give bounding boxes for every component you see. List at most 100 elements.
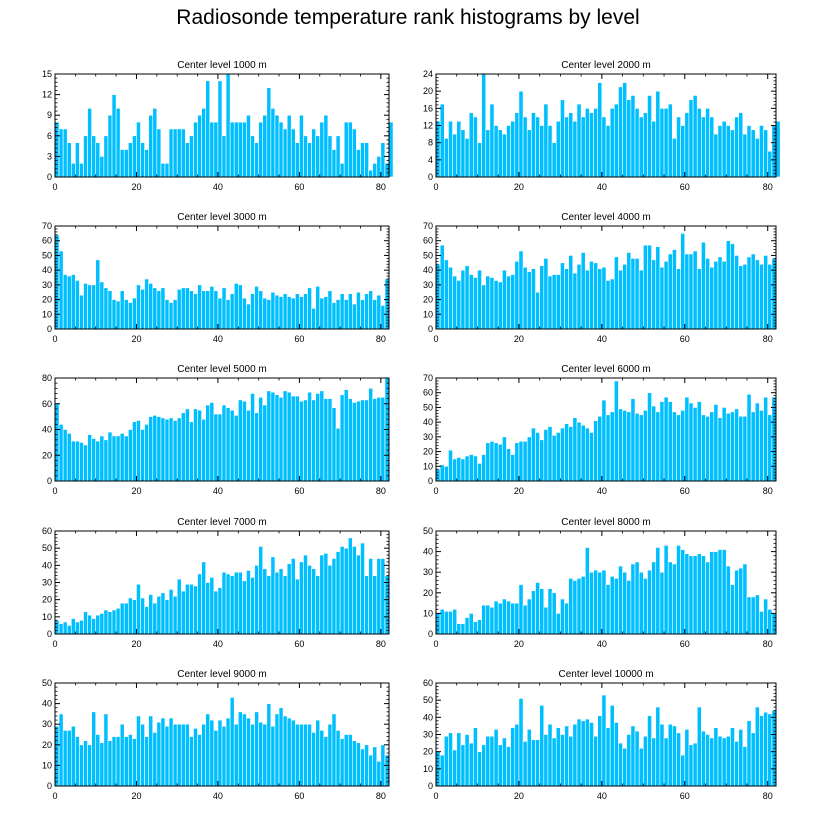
histogram-bar	[539, 588, 545, 635]
histogram-bar	[680, 754, 686, 787]
histogram-bar	[144, 278, 149, 330]
histogram-bar	[266, 703, 272, 787]
histogram-bar	[356, 742, 361, 787]
histogram-bar	[103, 439, 109, 482]
histogram-bar	[335, 551, 341, 635]
y-tick-label: 80	[42, 373, 52, 383]
histogram-bar	[128, 734, 133, 787]
histogram-bar	[347, 734, 353, 787]
histogram-bar	[713, 727, 719, 787]
histogram-bar	[518, 584, 524, 635]
histogram-bar	[278, 707, 284, 787]
histogram-bar	[172, 299, 178, 330]
histogram-bar	[270, 108, 276, 178]
histogram-bar	[278, 296, 284, 330]
y-tick-label: 60	[42, 399, 52, 409]
histogram-bar	[580, 116, 586, 178]
y-tick-label: 3	[47, 151, 52, 161]
histogram-bar	[647, 569, 652, 635]
histogram-bar	[185, 287, 190, 330]
histogram-bar	[282, 128, 288, 178]
y-tick-label: 0	[47, 324, 52, 334]
y-tick-label: 50	[42, 678, 52, 688]
panel-title: Center level 3000 m	[177, 212, 267, 223]
histogram-bar	[626, 580, 632, 635]
histogram-bar	[730, 584, 735, 635]
y-tick-label: 30	[42, 578, 52, 588]
histogram-bar	[364, 293, 369, 330]
histogram-bar	[717, 417, 723, 482]
histogram-bar	[717, 735, 723, 787]
histogram-bar	[638, 571, 644, 635]
histogram-bar	[229, 121, 235, 178]
histogram-bar	[701, 414, 706, 482]
histogram-bar	[634, 413, 640, 482]
histogram-bar	[79, 442, 84, 482]
histogram-bar	[221, 404, 227, 482]
histogram-bar	[335, 299, 341, 330]
y-tick-label: 0	[428, 781, 433, 791]
histogram-bar	[464, 617, 470, 635]
histogram-bar	[647, 95, 652, 178]
histogram-bar	[119, 290, 125, 330]
histogram-bar	[205, 290, 211, 330]
histogram-bar	[597, 571, 603, 635]
histogram-bar	[771, 613, 777, 635]
histogram-bar	[643, 244, 648, 330]
histogram-bar	[622, 82, 628, 178]
y-tick-label: 0	[47, 172, 52, 182]
histogram-bar	[148, 594, 154, 635]
histogram-bar	[560, 734, 565, 787]
histogram-bar	[70, 440, 76, 482]
histogram-bar	[290, 395, 296, 482]
histogram-bar	[160, 162, 166, 178]
histogram-bar	[692, 95, 698, 178]
y-tick-label: 8	[428, 138, 433, 148]
histogram-bar	[140, 429, 145, 482]
histogram-bar	[278, 121, 284, 178]
histogram-bar	[580, 576, 586, 635]
histogram-bar	[372, 299, 378, 330]
histogram-bar	[742, 133, 748, 178]
histogram-bar	[443, 465, 449, 482]
histogram-bar	[364, 744, 369, 787]
histogram-bar	[237, 711, 243, 787]
histogram-bar	[497, 744, 503, 787]
histogram-bar	[352, 303, 357, 330]
histogram-bar	[763, 711, 769, 787]
histogram-bar	[347, 121, 353, 178]
histogram-bar	[651, 737, 657, 787]
histogram-bar	[180, 128, 186, 178]
histogram-bar	[597, 415, 603, 482]
histogram-bar	[738, 415, 744, 482]
histogram-bar	[339, 738, 345, 787]
histogram-bar	[593, 420, 599, 482]
histogram-bar	[477, 269, 482, 330]
histogram-bar	[543, 258, 549, 330]
histogram-bar	[237, 399, 243, 482]
histogram-bar	[136, 121, 141, 178]
histogram-bar	[672, 563, 677, 635]
histogram-bar	[526, 729, 532, 787]
histogram-bar	[352, 740, 357, 787]
histogram-panel: Center level 6000 m 0 10 20 30 40 50 60 70 0 20 40 6…	[423, 364, 777, 496]
histogram-bar	[506, 275, 511, 330]
histogram-bar	[270, 725, 276, 787]
histogram-bar	[568, 255, 574, 330]
histogram-bar	[518, 90, 524, 178]
histogram-bar	[763, 598, 769, 635]
histogram-bar	[742, 563, 748, 635]
histogram-bar	[510, 274, 516, 330]
x-tick-label: 80	[376, 639, 386, 649]
histogram-panel: Center level 3000 m 0 10 20 30 40 50 60 70 0 20 40 6…	[42, 212, 390, 344]
histogram-bar	[286, 114, 292, 178]
histogram-bar	[111, 736, 117, 787]
histogram-bar	[705, 561, 710, 635]
histogram-bar	[647, 392, 652, 482]
y-tick-label: 40	[423, 712, 433, 722]
histogram-bar	[70, 725, 76, 787]
histogram-panel: Center level 2000 m 0 4 8 12 16 20 24 0 20 40 60 80	[423, 60, 781, 192]
x-tick-label: 20	[514, 182, 524, 192]
histogram-bar	[759, 125, 764, 178]
histogram-bar	[622, 571, 628, 635]
